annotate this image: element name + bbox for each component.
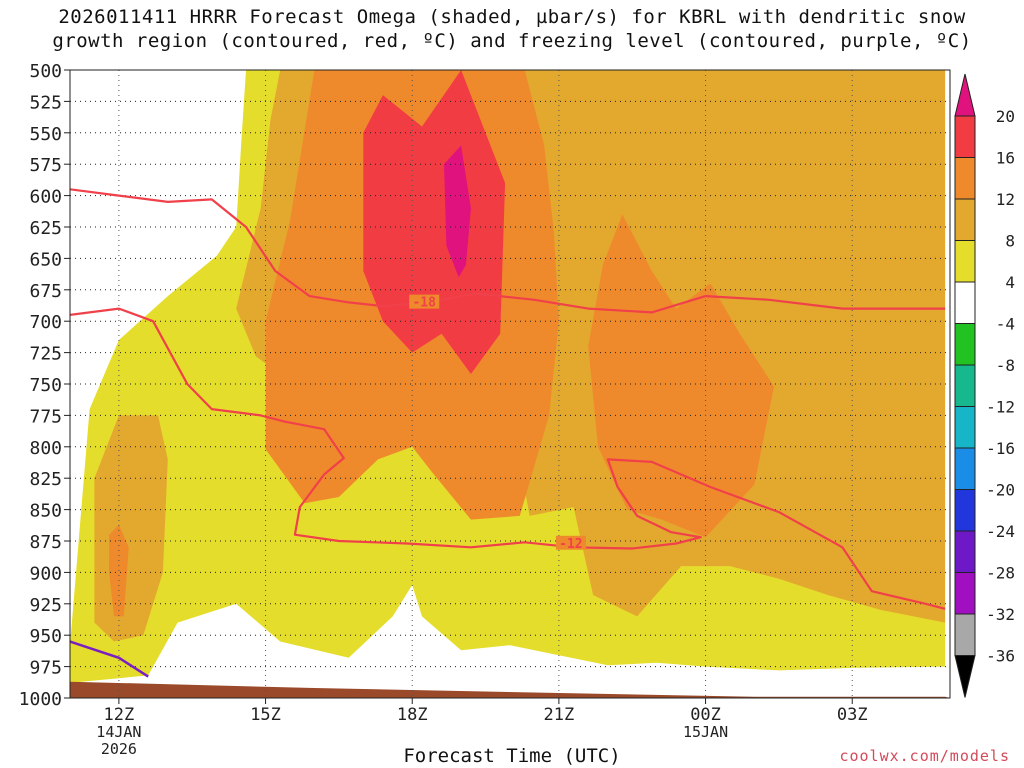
y-tick-label: 925 [29,595,62,616]
colorbar-bin [954,489,976,532]
x-tick-label: 21Z [544,705,575,725]
freezing-level-contour-0 [70,640,149,678]
colorbar-bin [954,572,976,615]
contour-lines: -18 -12 [70,188,946,678]
colorbar-bin [954,157,976,200]
y-tick-label: 625 [29,218,62,239]
colorbar-label: -24 [986,522,1015,541]
chart-title-line-2: growth region (contoured, red, ºC) and f… [52,30,972,52]
y-tick-label: 875 [29,532,62,553]
x-tick-label: 18Z [397,705,428,725]
x-tick-date: 14JAN [96,723,141,741]
y-tick-label: 575 [29,155,62,176]
colorbar-label: 16 [996,149,1015,168]
y-tick-label: 700 [29,312,62,333]
colorbar-label: -36 [986,647,1015,666]
colorbar-bin [954,613,976,656]
colorbar-bin [954,364,976,407]
x-axis-label: Forecast Time (UTC) [403,745,621,767]
y-tick-label: 650 [29,249,62,270]
y-tick-label: 750 [29,375,62,396]
ground-layer [70,681,950,698]
omega-region-7 [444,145,471,278]
colorbar-bin [954,281,976,324]
colorbar-bin [954,240,976,283]
colorbar-label: -4 [996,315,1015,334]
y-tick-label: 1000 [19,689,62,710]
colorbar-label: -28 [986,564,1015,583]
y-tick-label: 500 [29,61,62,82]
colorbar-label: -12 [986,398,1015,417]
colorbar-label: -20 [986,481,1015,500]
x-tick-label: 03Z [837,705,868,725]
x-tick-year: 2026 [101,740,137,758]
grid-lines [70,70,950,698]
colorbar-label: 12 [996,190,1015,209]
x-tick-label: 15Z [250,705,281,725]
x-tick-label: 12Z [104,705,135,725]
colorbar-bin [954,115,976,158]
y-axis: 500 525 550 575 600 625 650 675 700 725 750 775 800 8… [19,61,70,710]
y-tick-label: 550 [29,124,62,145]
contour-label: -12 [559,537,582,552]
colorbar-bottom-arrow [954,655,976,698]
credit-link[interactable]: coolwx.com/models [839,747,1010,765]
colorbar-bin [954,447,976,490]
ground-fill [70,681,950,698]
colorbar-top-arrow [954,73,976,117]
colorbar-label: -32 [986,605,1015,624]
x-tick-label: 00Z [690,705,721,725]
y-tick-label: 850 [29,501,62,522]
colorbar-label: 4 [1005,273,1015,292]
y-tick-label: 825 [29,469,62,490]
colorbar-bin [954,198,976,241]
y-tick-label: 675 [29,281,62,302]
colorbar: 20 16 12 8 4 -4 -8 -12 -16 -20 -24 -28 -32 -36 [954,73,1015,698]
y-tick-label: 975 [29,658,62,679]
y-tick-label: 950 [29,626,62,647]
colorbar-label: 20 [996,107,1015,126]
y-tick-label: 775 [29,406,62,427]
y-tick-label: 725 [29,344,62,365]
chart-title-line-1: 2026011411 HRRR Forecast Omega (shaded, … [58,6,966,28]
omega-region-4 [588,214,774,538]
contour-label-bg [409,294,440,309]
y-tick-label: 525 [29,92,62,113]
colorbar-label: -16 [986,439,1015,458]
colorbar-label: 8 [1005,232,1015,251]
colorbar-bin [954,530,976,573]
omega-region-6 [363,70,506,374]
x-tick-date: 15JAN [683,723,728,741]
colorbar-bin [954,323,976,366]
contour-label: -18 [412,296,436,311]
colorbar-bin [954,406,976,449]
y-tick-label: 900 [29,563,62,584]
colorbar-label: -8 [996,356,1015,375]
dgz-contour-1 [70,307,946,610]
y-tick-label: 600 [29,187,62,208]
contour-label-bg [555,535,586,550]
omega-shading [70,70,946,683]
y-tick-label: 800 [29,438,62,459]
dgz-contour-0 [70,188,946,314]
